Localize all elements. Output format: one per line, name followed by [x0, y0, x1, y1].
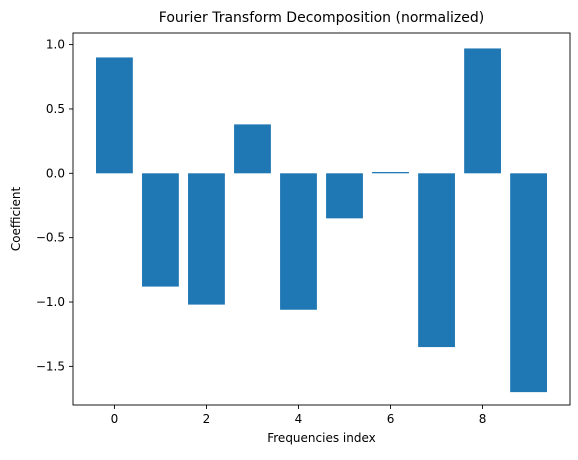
- chart-title: Fourier Transform Decomposition (normali…: [159, 10, 484, 26]
- bar-3: [234, 124, 271, 173]
- y-axis-ticks: 1.0 0.5 0.0 −0.5 −1.0 −1.5: [36, 38, 73, 374]
- bar-2: [188, 173, 225, 304]
- x-tick-label: 4: [295, 412, 303, 426]
- x-tick-label: 8: [479, 412, 487, 426]
- bars-layer: [96, 48, 547, 392]
- y-tick-label: 0.5: [46, 102, 65, 116]
- bar-0: [96, 57, 133, 173]
- x-tick-label: 6: [387, 412, 395, 426]
- y-tick-label: −1.5: [36, 359, 65, 373]
- bar-5: [326, 173, 363, 218]
- x-tick-label: 2: [203, 412, 211, 426]
- bar-8: [464, 48, 501, 173]
- y-tick-label: 0.0: [46, 166, 65, 180]
- bar-4: [280, 173, 317, 309]
- y-axis-label: Coefficient: [9, 187, 23, 252]
- x-axis-ticks: 0 2 4 6 8: [111, 405, 487, 426]
- bar-9: [510, 173, 547, 392]
- x-tick-label: 0: [111, 412, 119, 426]
- y-tick-label: 1.0: [46, 38, 65, 52]
- bar-7: [418, 173, 455, 347]
- x-axis-label: Frequencies index: [267, 431, 376, 445]
- bar-1: [142, 173, 179, 286]
- y-tick-label: −0.5: [36, 231, 65, 245]
- y-tick-label: −1.0: [36, 295, 65, 309]
- bar-6: [372, 172, 409, 173]
